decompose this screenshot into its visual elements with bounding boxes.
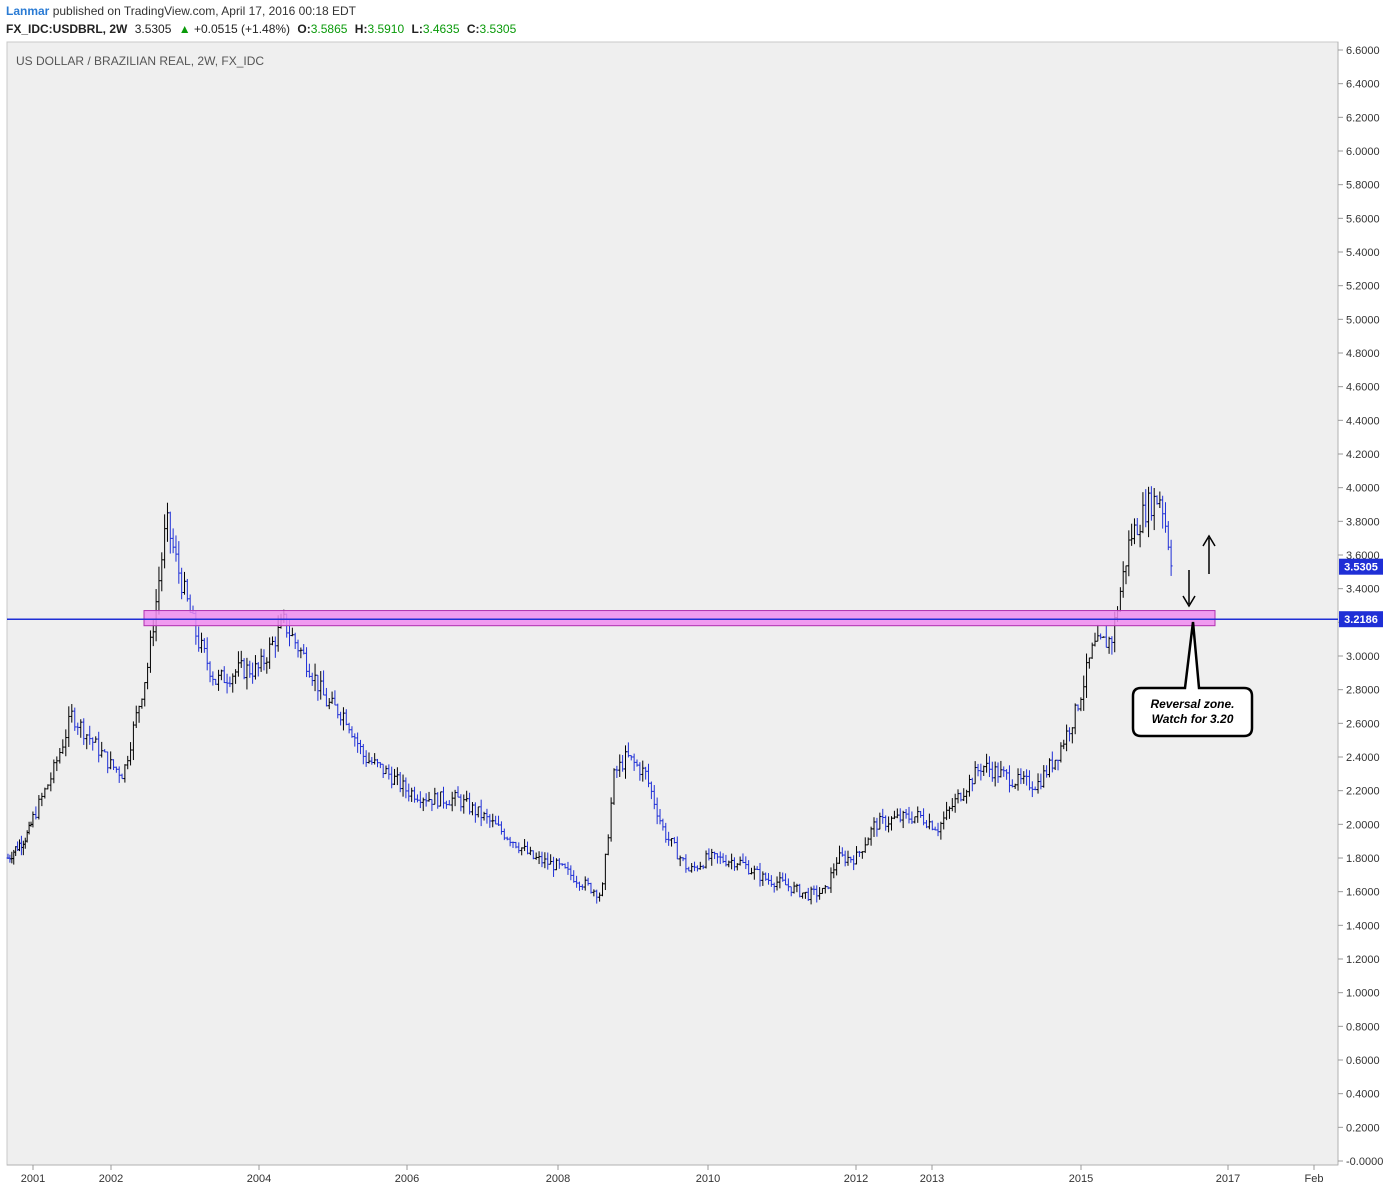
time-tick-label: 2012 — [844, 1173, 868, 1185]
price-tick-label: 4.8000 — [1346, 348, 1380, 360]
price-tick-label: 4.0000 — [1346, 483, 1380, 495]
price-tick-label: 1.8000 — [1346, 853, 1380, 865]
open-value: 3.5865 — [310, 22, 348, 36]
price-tick-label: 0.8000 — [1346, 1021, 1380, 1033]
publish-info: Lanmar published on TradingView.com, Apr… — [6, 4, 356, 20]
price-tick-label: 1.2000 — [1346, 954, 1380, 966]
price-tick-label: -0.0000 — [1346, 1156, 1383, 1168]
time-tick-label: 2017 — [1216, 1173, 1240, 1185]
price-tick-label: 2.0000 — [1346, 819, 1380, 831]
callout-text: Watch for 3.20 — [1152, 712, 1234, 726]
price-tick-label: 5.6000 — [1346, 213, 1380, 225]
time-tick-label: 2013 — [920, 1173, 944, 1185]
price-tick-label: 5.0000 — [1346, 314, 1380, 326]
reversal-zone[interactable] — [143, 610, 1216, 627]
time-tick-label: 2006 — [395, 1173, 419, 1185]
price-label: 3.2186 — [1344, 614, 1378, 626]
time-axis[interactable]: 2001 2002 2004 2006 2008 2010 2012 2013 2015 2017… — [21, 1165, 1324, 1185]
ticker-bar: FX_IDC:USDBRL, 2W 3.5305 ▲ +0.0515 (+1.4… — [6, 22, 520, 38]
price-label-bg — [1339, 558, 1383, 575]
time-tick-label: 2004 — [247, 1173, 271, 1185]
price-tick-label: 6.2000 — [1346, 112, 1380, 124]
price-tick-label: 2.6000 — [1346, 718, 1380, 730]
price-tick-label: 6.6000 — [1346, 45, 1380, 57]
price-tick-label: 0.2000 — [1346, 1122, 1380, 1134]
price-tick-label: 6.4000 — [1346, 79, 1380, 91]
price-tick-label: 0.6000 — [1346, 1055, 1380, 1067]
price-tick-label: 1.0000 — [1346, 988, 1380, 1000]
chart-title: US DOLLAR / BRAZILIAN REAL, 2W, FX_IDC — [16, 54, 264, 68]
up-arrow-icon: ▲ — [178, 22, 191, 36]
price-axis[interactable]: 6.6000 6.4000 6.2000 6.0000 5.8000 5.6000 5.40… — [1338, 45, 1383, 1168]
price-tick-label: 4.6000 — [1346, 382, 1380, 394]
price-tick-label: 2.2000 — [1346, 786, 1380, 798]
time-tick-label: 2008 — [546, 1173, 570, 1185]
price-tick-label: 6.0000 — [1346, 146, 1380, 158]
time-tick-label: 2015 — [1069, 1173, 1093, 1185]
close-value: 3.5305 — [479, 22, 517, 36]
low-value: 3.4635 — [422, 22, 460, 36]
callout-text: Reversal zone. — [1150, 697, 1234, 711]
ticker-symbol[interactable]: FX_IDC:USDBRL, 2W — [6, 22, 128, 36]
time-tick-label: 2001 — [21, 1173, 45, 1185]
price-change: +0.0515 (+1.48%) — [193, 22, 291, 36]
close-label: C: — [466, 22, 480, 36]
high-label: H: — [354, 22, 368, 36]
price-tick-label: 5.4000 — [1346, 247, 1380, 259]
price-tick-label: 0.4000 — [1346, 1089, 1380, 1101]
price-tick-label: 5.8000 — [1346, 180, 1380, 192]
price-tick-label: 1.6000 — [1346, 887, 1380, 899]
drawings: Reversal zone.Watch for 3.20 — [7, 534, 1338, 738]
price-label-bg — [1339, 611, 1383, 628]
low-label: L: — [411, 22, 423, 36]
price-label: 3.5305 — [1344, 562, 1378, 574]
price-tick-label: 5.2000 — [1346, 281, 1380, 293]
price-tick-label: 2.8000 — [1346, 685, 1380, 697]
callout-box[interactable] — [1131, 621, 1254, 738]
price-tick-label: 3.8000 — [1346, 516, 1380, 528]
time-tick-label: Feb — [1305, 1173, 1324, 1185]
high-value: 3.5910 — [367, 22, 405, 36]
price-tick-label: 4.4000 — [1346, 415, 1380, 427]
price-tick-label: 3.4000 — [1346, 584, 1380, 596]
time-tick-label: 2010 — [696, 1173, 720, 1185]
price-tick-label: 2.4000 — [1346, 752, 1380, 764]
author-link[interactable]: Lanmar — [6, 4, 50, 18]
last-price: 3.5305 — [134, 22, 172, 36]
price-tick-label: 1.4000 — [1346, 920, 1380, 932]
published-text: published on TradingView.com, April 17, … — [52, 4, 357, 18]
down-arrow-head — [1182, 595, 1196, 608]
open-label: O: — [297, 22, 311, 36]
price-tick-label: 4.2000 — [1346, 449, 1380, 461]
price-tick-label: 3.0000 — [1346, 651, 1380, 663]
plot-area[interactable] — [6, 41, 1339, 1166]
price-labels: 3.5305 3.2186 — [1339, 558, 1383, 628]
time-tick-label: 2002 — [99, 1173, 123, 1185]
up-arrow-head — [1202, 534, 1216, 547]
